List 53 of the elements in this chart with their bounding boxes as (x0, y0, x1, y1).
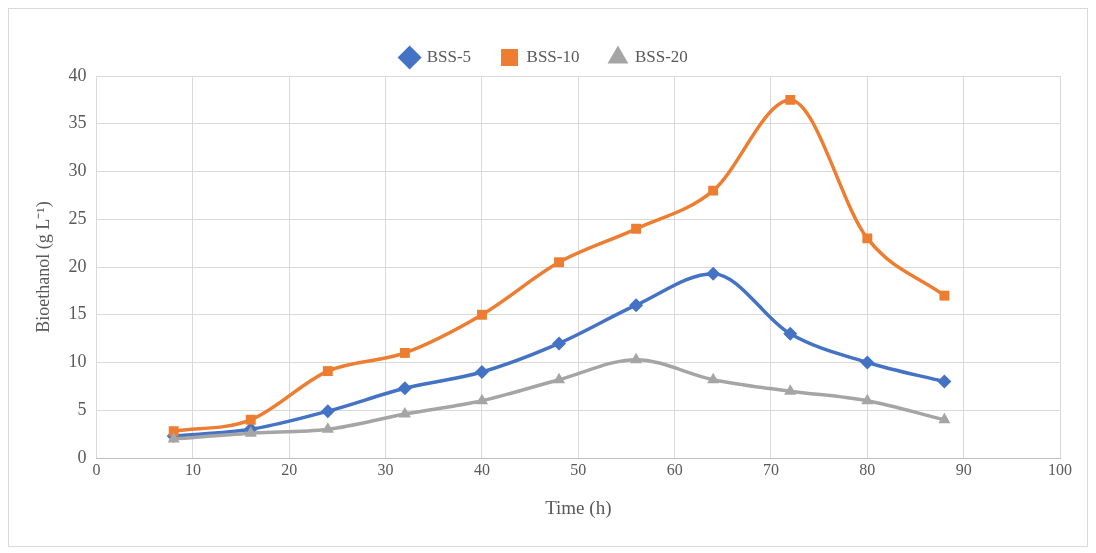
point (475, 393, 489, 405)
point (322, 366, 333, 377)
point (397, 381, 412, 396)
point (630, 352, 643, 364)
y-tick-label: 30 (68, 160, 87, 181)
y-tick-label: 20 (68, 255, 87, 276)
y-tick-label: 40 (68, 64, 87, 85)
x-tick-label: 80 (859, 460, 876, 478)
point (860, 355, 875, 370)
point (783, 326, 798, 341)
point (784, 384, 797, 395)
point (939, 290, 950, 301)
y-axis-title: Bioethanol (g L⁻¹) (32, 201, 54, 333)
point (554, 257, 564, 268)
point (861, 393, 874, 405)
y-tick-label: 10 (68, 351, 87, 372)
point (707, 372, 720, 384)
point (245, 414, 256, 425)
x-tick-label: 90 (955, 460, 972, 478)
x-tick-label: 70 (762, 460, 779, 478)
y-tick-label: 15 (68, 303, 87, 324)
point (706, 266, 721, 281)
point (785, 94, 796, 105)
legend-label: BSS-10 (526, 46, 580, 66)
point (398, 407, 411, 418)
x-tick-label: 40 (473, 460, 490, 478)
x-tick-label: 30 (377, 460, 394, 478)
point (321, 422, 334, 433)
point (862, 233, 873, 244)
x-tick-label: 50 (570, 460, 587, 478)
y-tick-label: 35 (68, 112, 87, 133)
point (477, 309, 487, 320)
x-tick-label: 0 (92, 460, 101, 478)
point (552, 372, 566, 384)
point (708, 185, 719, 196)
point (629, 298, 644, 313)
point (552, 336, 567, 351)
point (244, 426, 257, 437)
x-axis-title: Time (h) (545, 496, 612, 519)
x-tick-label: 100 (1048, 460, 1072, 478)
x-tick-label: 10 (184, 460, 201, 478)
x-tick-label: 20 (281, 460, 298, 478)
y-tick-label: 5 (77, 398, 87, 419)
point (320, 404, 335, 419)
point (399, 348, 410, 358)
legend-label: BSS-20 (634, 46, 688, 66)
point (937, 374, 952, 389)
y-tick-label: 25 (68, 207, 87, 228)
x-tick-label: 60 (666, 460, 683, 478)
point (938, 412, 951, 424)
point (631, 223, 642, 234)
point (474, 365, 489, 380)
legend-label: BSS-5 (426, 46, 472, 66)
